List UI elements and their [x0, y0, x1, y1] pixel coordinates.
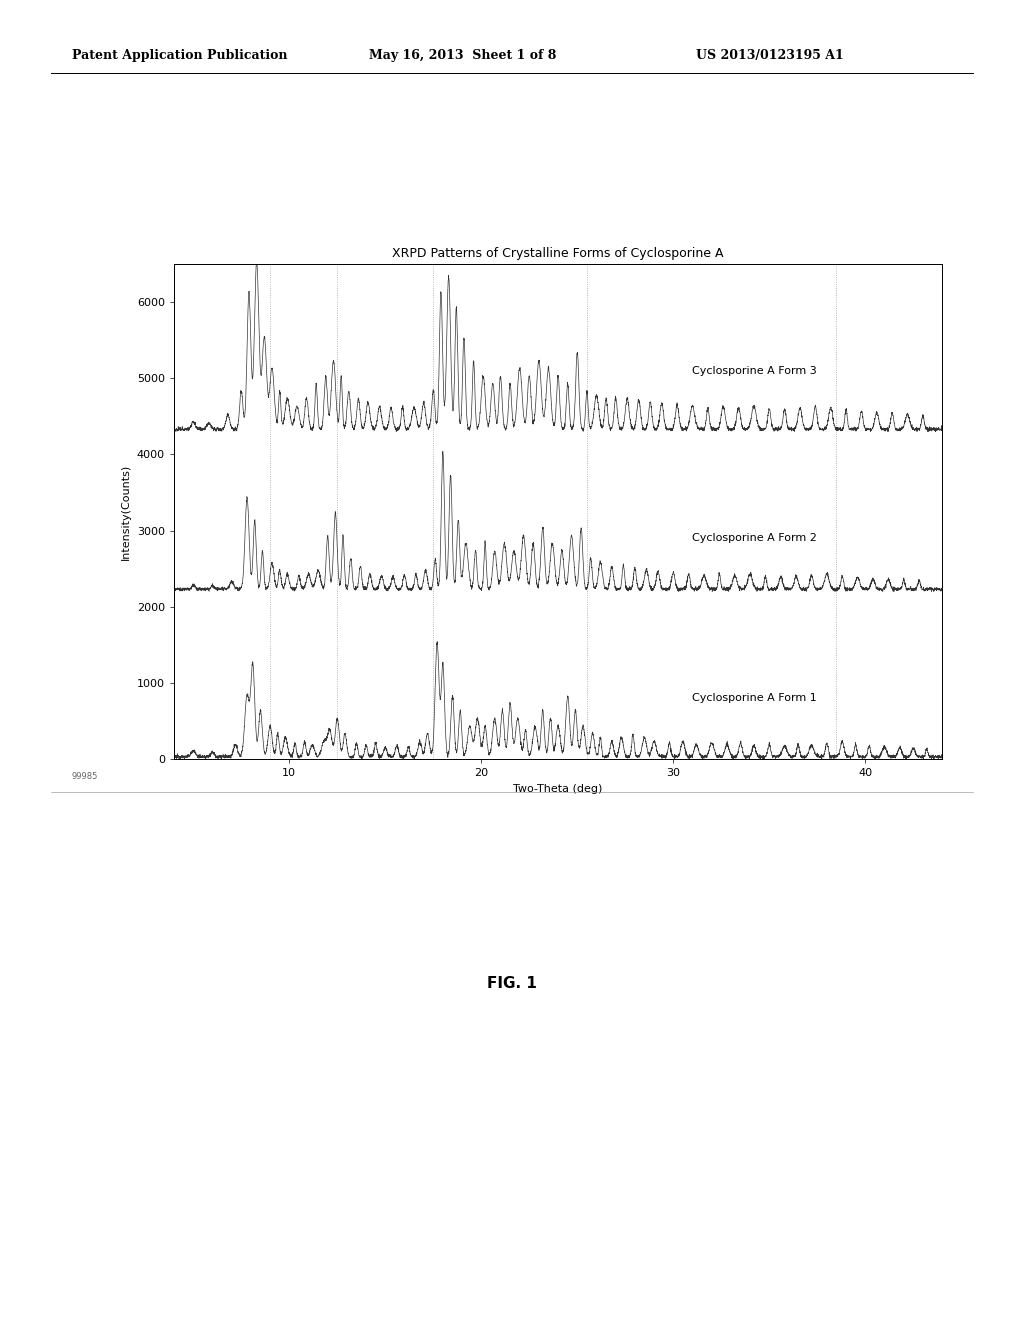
- Y-axis label: Intensity(Counts): Intensity(Counts): [122, 463, 131, 560]
- Text: Cyclosporine A Form 1: Cyclosporine A Form 1: [692, 693, 817, 704]
- Title: XRPD Patterns of Crystalline Forms of Cyclosporine A: XRPD Patterns of Crystalline Forms of Cy…: [392, 247, 724, 260]
- Text: May 16, 2013  Sheet 1 of 8: May 16, 2013 Sheet 1 of 8: [369, 49, 556, 62]
- Text: Patent Application Publication: Patent Application Publication: [72, 49, 287, 62]
- Text: Cyclosporine A Form 3: Cyclosporine A Form 3: [692, 366, 817, 376]
- Text: Cyclosporine A Form 2: Cyclosporine A Form 2: [692, 533, 817, 543]
- Text: FIG. 1: FIG. 1: [487, 975, 537, 991]
- Text: US 2013/0123195 A1: US 2013/0123195 A1: [696, 49, 844, 62]
- Text: 99985: 99985: [72, 772, 98, 781]
- Bar: [174, 264, 942, 759]
- X-axis label: Two-Theta (deg): Two-Theta (deg): [513, 784, 603, 793]
